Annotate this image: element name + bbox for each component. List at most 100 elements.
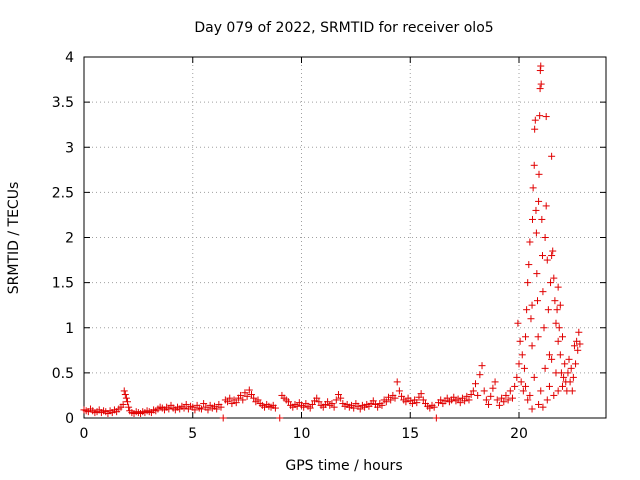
data-point xyxy=(531,125,539,133)
data-point xyxy=(545,351,553,359)
data-point xyxy=(245,386,253,394)
data-point xyxy=(552,369,560,377)
data-point xyxy=(300,403,308,411)
data-point xyxy=(125,403,133,411)
data-point xyxy=(534,333,542,341)
data-point xyxy=(217,403,225,411)
data-point xyxy=(553,306,561,314)
data-point xyxy=(522,382,530,390)
data-point xyxy=(472,380,479,388)
x-tick-label: 0 xyxy=(80,426,89,442)
data-point xyxy=(523,306,531,314)
data-point xyxy=(536,112,544,120)
data-point xyxy=(378,401,386,409)
data-point xyxy=(554,337,562,345)
data-point xyxy=(537,387,545,395)
data-point xyxy=(500,398,508,406)
data-point xyxy=(538,215,546,223)
y-tick-label: 1 xyxy=(65,321,74,337)
x-tick-label: 10 xyxy=(293,426,311,442)
data-point xyxy=(575,328,583,336)
data-point xyxy=(469,387,477,395)
data-point xyxy=(489,384,497,392)
data-point xyxy=(324,398,332,406)
data-point xyxy=(508,394,516,402)
data-point xyxy=(241,389,249,397)
data-point xyxy=(350,404,358,412)
data-point xyxy=(465,396,473,404)
data-point xyxy=(511,382,519,390)
data-point xyxy=(535,400,543,408)
y-tick-label: 2.5 xyxy=(52,185,74,201)
data-point xyxy=(398,392,406,400)
data-point xyxy=(504,396,512,404)
y-tick-label: 3.5 xyxy=(52,95,74,111)
data-point xyxy=(419,396,427,404)
data-point xyxy=(495,401,503,409)
data-point xyxy=(518,351,526,359)
data-point xyxy=(574,346,582,354)
data-point xyxy=(374,403,382,411)
data-point xyxy=(543,256,551,264)
data-point xyxy=(550,274,558,282)
data-point xyxy=(478,362,486,370)
data-point xyxy=(182,400,190,408)
data-point xyxy=(493,396,501,404)
data-point xyxy=(454,395,462,403)
data-point xyxy=(540,324,548,332)
data-point xyxy=(543,396,551,404)
data-point xyxy=(191,406,199,414)
tick-layer: 0 5 10 15 20 0 0.5 1 1.5 2 2.5 3 3.5 4 xyxy=(52,50,606,442)
data-point xyxy=(528,301,536,309)
data-point xyxy=(213,405,221,413)
data-point xyxy=(328,400,336,408)
data-point xyxy=(532,206,540,214)
data-point xyxy=(566,378,574,386)
data-point xyxy=(382,398,390,406)
data-point xyxy=(237,391,245,399)
data-point xyxy=(559,382,566,390)
data-point xyxy=(224,398,232,406)
data-point xyxy=(561,360,569,368)
data-point xyxy=(122,394,130,402)
grid-layer xyxy=(84,57,606,418)
data-point xyxy=(528,342,536,350)
data-point xyxy=(491,378,499,386)
data-point xyxy=(334,391,342,399)
data-point xyxy=(570,342,578,350)
data-point xyxy=(548,252,556,260)
data-point xyxy=(559,333,566,341)
y-tick-label: 4 xyxy=(65,50,74,66)
data-point xyxy=(200,400,208,408)
data-point xyxy=(565,355,573,363)
data-point xyxy=(369,397,377,405)
data-point xyxy=(391,394,399,402)
data-point xyxy=(250,394,258,402)
data-point xyxy=(330,403,338,411)
y-tick-label: 0 xyxy=(65,411,74,427)
x-tick-label: 15 xyxy=(401,426,419,442)
data-point xyxy=(528,405,536,413)
data-points xyxy=(80,62,584,422)
data-point xyxy=(569,373,577,381)
data-point xyxy=(544,306,552,314)
data-point xyxy=(443,394,451,402)
data-point xyxy=(535,197,543,205)
y-tick-label: 3 xyxy=(65,140,74,156)
data-point xyxy=(402,398,410,406)
data-point xyxy=(271,404,279,412)
data-point xyxy=(506,387,514,395)
data-point xyxy=(415,393,423,401)
data-point xyxy=(120,387,128,395)
data-point xyxy=(467,391,475,399)
data-point xyxy=(219,414,227,422)
data-point xyxy=(524,396,532,404)
data-point xyxy=(556,301,564,309)
data-point xyxy=(413,399,421,407)
data-point xyxy=(284,398,292,406)
data-point xyxy=(555,324,563,332)
data-point xyxy=(124,398,131,406)
data-point xyxy=(502,391,510,399)
